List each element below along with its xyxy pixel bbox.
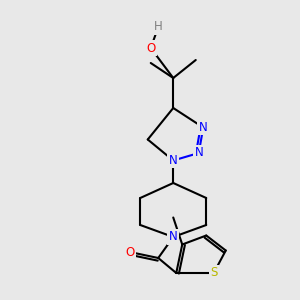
- Text: S: S: [210, 266, 218, 280]
- Text: N: N: [169, 230, 178, 244]
- Text: O: O: [146, 41, 155, 55]
- Text: O: O: [125, 245, 134, 259]
- Text: N: N: [199, 121, 208, 134]
- Text: H: H: [154, 20, 163, 34]
- Text: N: N: [194, 146, 203, 160]
- Text: N: N: [169, 154, 178, 167]
